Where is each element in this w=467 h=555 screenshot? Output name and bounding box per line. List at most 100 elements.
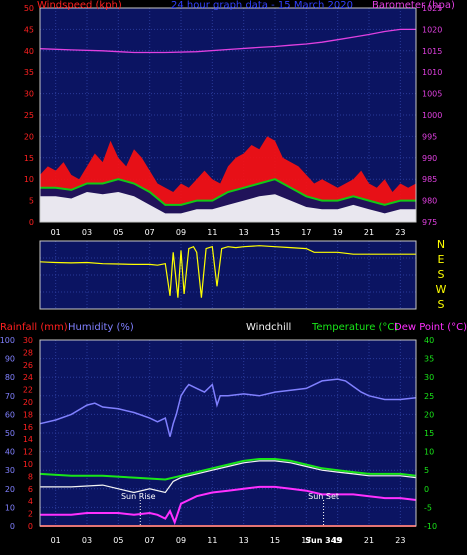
direction-plot-bg xyxy=(40,241,416,309)
windspeed-tick-label: 30 xyxy=(24,90,34,99)
temp-x-tick-label: 03 xyxy=(82,536,92,545)
humidity-tick-label: 0 xyxy=(10,522,15,531)
rainfall-tick-label: 14 xyxy=(23,435,33,444)
barometer-tick-label: 1020 xyxy=(422,25,442,34)
barometer-tick-label: 1005 xyxy=(422,90,442,99)
humidity-line xyxy=(39,378,417,437)
barometer-tick-label: 995 xyxy=(422,132,437,141)
temp-x-tick-label: 23 xyxy=(395,536,405,545)
temperature-tick-label: 30 xyxy=(424,373,434,382)
barometer-tick-label: 985 xyxy=(422,175,437,184)
direction-label: S xyxy=(438,268,445,281)
rainfall-tick-label: 24 xyxy=(23,373,33,382)
rainfall-tick-label: 28 xyxy=(23,348,33,357)
humidity-legend: Humidity (%) xyxy=(68,322,134,333)
rainfall-tick-label: 26 xyxy=(23,361,33,370)
wind-x-tick-label: 15 xyxy=(270,228,280,237)
barometer-tick-label: 1000 xyxy=(422,111,442,120)
humidity-tick-label: 60 xyxy=(5,410,15,419)
rainfall-tick-label: 12 xyxy=(23,448,33,457)
windspeed-tick-label: 35 xyxy=(24,68,34,77)
temperature-tick-label: 10 xyxy=(424,448,434,457)
temp-x-tick-label: 01 xyxy=(51,536,61,545)
rainfall-legend: Rainfall (mm) xyxy=(0,322,68,333)
direction-plot-frame xyxy=(39,240,417,310)
barometer-legend: Barometer (hpa) xyxy=(372,0,455,11)
temperature-tick-label: 5 xyxy=(424,466,429,475)
windspeed-tick-label: 5 xyxy=(29,197,34,206)
wind-plot-frame xyxy=(39,7,417,223)
windspeed-tick-label: 10 xyxy=(24,175,34,184)
wind-x-tick-label: 17 xyxy=(301,228,311,237)
rainfall-tick-label: 2 xyxy=(28,510,33,519)
wind-x-tick-label: 13 xyxy=(239,228,249,237)
barometer-tick-label: 990 xyxy=(422,154,437,163)
temperature-tick-label: 35 xyxy=(424,355,434,364)
temp-x-tick-label: 15 xyxy=(270,536,280,545)
wind-lull-area xyxy=(40,192,416,222)
temp-x-tick-label: 13 xyxy=(239,536,249,545)
temperature-tick-label: 25 xyxy=(424,392,434,401)
barometer-tick-label: 975 xyxy=(422,218,437,227)
rainfall-tick-label: 20 xyxy=(23,398,33,407)
sunset-time-label: Sun 349 xyxy=(305,536,342,545)
temperature-legend: Temperature (°C) xyxy=(311,322,398,333)
wind-x-tick-label: 11 xyxy=(207,228,217,237)
rainfall-tick-label: 0 xyxy=(28,522,33,531)
temperature-humidity-chart: 0102030405060708090100024681012141618202… xyxy=(0,322,467,545)
temp-plot-frame xyxy=(39,339,417,527)
barometer-tick-label: 1010 xyxy=(422,68,442,77)
wind-direction-line xyxy=(39,245,416,298)
barometer-tick-label: 1025 xyxy=(422,4,442,13)
humidity-tick-label: 70 xyxy=(5,392,15,401)
rainfall-tick-label: 16 xyxy=(23,423,33,432)
temperature-tick-label: 0 xyxy=(424,485,429,494)
direction-label: N xyxy=(437,238,445,251)
temperature-tick-label: -10 xyxy=(424,522,437,531)
humidity-tick-label: 100 xyxy=(0,336,15,345)
direction-label: S xyxy=(438,298,445,311)
windspeed-tick-label: 40 xyxy=(24,47,34,56)
windchill-legend: Windchill xyxy=(246,322,291,333)
dewpoint-legend: Dew Point (°C) xyxy=(394,322,467,333)
wind-x-tick-label: 05 xyxy=(113,228,123,237)
windchill-line xyxy=(40,460,417,494)
barometer-tick-label: 980 xyxy=(422,197,437,206)
rainfall-tick-label: 22 xyxy=(23,386,33,395)
windspeed-tick-label: 50 xyxy=(24,4,34,13)
temperature-line xyxy=(39,458,417,481)
temp-x-tick-label: 07 xyxy=(145,536,155,545)
wind-x-tick-label: 23 xyxy=(395,228,405,237)
windspeed-tick-label: 20 xyxy=(24,132,34,141)
rainfall-tick-label: 6 xyxy=(28,485,33,494)
sunset-label: Sun Set xyxy=(308,492,339,501)
temp-x-tick-label: 09 xyxy=(176,536,186,545)
humidity-tick-label: 30 xyxy=(5,466,15,475)
wind-x-tick-label: 03 xyxy=(82,228,92,237)
rainfall-tick-label: 18 xyxy=(23,410,33,419)
temp-x-tick-label: 21 xyxy=(364,536,374,545)
temperature-tick-label: 15 xyxy=(424,429,434,438)
humidity-tick-label: 50 xyxy=(5,429,15,438)
rainfall-tick-label: 8 xyxy=(28,472,33,481)
barometer-tick-label: 1015 xyxy=(422,47,442,56)
wind-x-tick-label: 01 xyxy=(51,228,61,237)
humidity-tick-label: 90 xyxy=(5,355,15,364)
temperature-tick-label: -5 xyxy=(424,503,432,512)
wind-x-tick-label: 21 xyxy=(364,228,374,237)
windspeed-tick-label: 45 xyxy=(24,25,34,34)
temperature-tick-label: 20 xyxy=(424,410,434,419)
windspeed-legend: Windspeed (kph) xyxy=(37,0,122,11)
windspeed-tick-label: 0 xyxy=(29,218,34,227)
barometer-line xyxy=(39,28,416,54)
windspeed-tick-label: 15 xyxy=(24,154,34,163)
wind-barometer-chart: 0510152025303540455097598098599099510001… xyxy=(24,0,455,237)
temp-x-tick-label: 19 xyxy=(333,536,343,545)
humidity-tick-label: 20 xyxy=(5,485,15,494)
wind-x-tick-label: 19 xyxy=(333,228,343,237)
wind-x-tick-label: 07 xyxy=(145,228,155,237)
humidity-tick-label: 80 xyxy=(5,373,15,382)
direction-label: W xyxy=(436,283,447,296)
temp-x-tick-label: 17 xyxy=(301,536,311,545)
wind-x-tick-label: 09 xyxy=(176,228,186,237)
